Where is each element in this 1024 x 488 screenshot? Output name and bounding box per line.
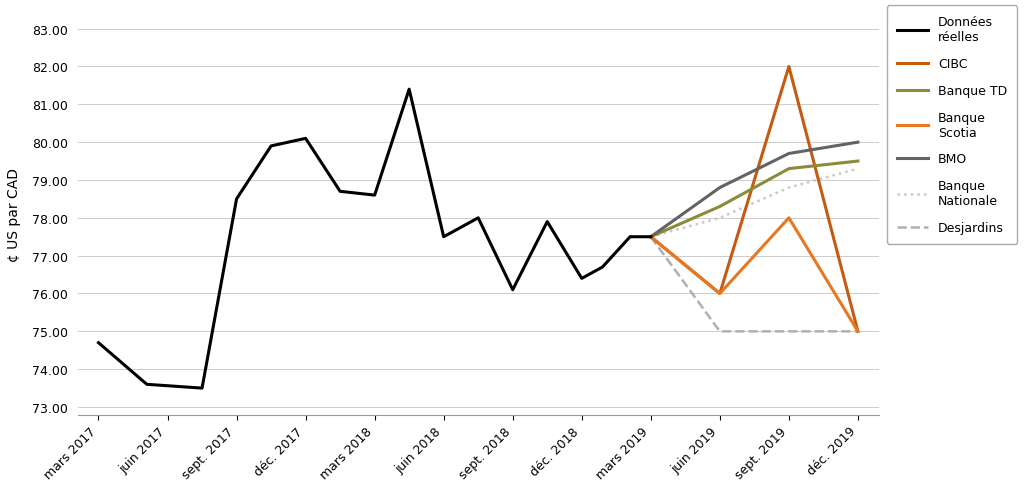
Banque TD (852, 159, 864, 164)
Line: Desjardins: Desjardins (651, 237, 858, 332)
CIBC (852, 329, 864, 335)
BMO (714, 185, 726, 191)
Banque
Nationale (782, 185, 795, 191)
Banque
Nationale (852, 166, 864, 172)
Legend: Données
réelles, CIBC, Banque TD, Banque
Scotia, BMO, Banque
Nationale, Desjardi: Données réelles, CIBC, Banque TD, Banque… (887, 6, 1017, 244)
Line: Banque TD: Banque TD (651, 162, 858, 237)
Line: Banque
Scotia: Banque Scotia (651, 218, 858, 332)
Desjardins (782, 329, 795, 335)
Données
réelles (575, 276, 588, 282)
Desjardins (714, 329, 726, 335)
Données
réelles (645, 234, 657, 240)
CIBC (714, 291, 726, 297)
CIBC (645, 234, 657, 240)
Données
réelles (334, 189, 346, 195)
Line: Banque
Nationale: Banque Nationale (651, 169, 858, 237)
Données
réelles (92, 340, 104, 346)
BMO (782, 151, 795, 157)
Données
réelles (507, 287, 519, 293)
Banque TD (714, 204, 726, 210)
Données
réelles (596, 264, 608, 270)
Données
réelles (541, 219, 553, 225)
Desjardins (852, 329, 864, 335)
Banque TD (782, 166, 795, 172)
Line: Données
réelles: Données réelles (98, 90, 651, 388)
Données
réelles (299, 136, 311, 142)
Banque
Scotia (714, 291, 726, 297)
Banque
Nationale (645, 234, 657, 240)
Données
réelles (140, 382, 153, 387)
Données
réelles (196, 386, 208, 391)
Desjardins (645, 234, 657, 240)
Banque
Scotia (782, 215, 795, 221)
Données
réelles (369, 193, 381, 199)
Banque
Nationale (714, 215, 726, 221)
Line: CIBC: CIBC (651, 67, 858, 332)
Y-axis label: ¢ US par CAD: ¢ US par CAD (7, 168, 20, 262)
BMO (852, 140, 864, 146)
Données
réelles (403, 87, 416, 93)
BMO (645, 234, 657, 240)
Banque
Scotia (645, 234, 657, 240)
Données
réelles (265, 143, 278, 149)
CIBC (782, 64, 795, 70)
Banque
Scotia (852, 329, 864, 335)
Données
réelles (472, 215, 484, 221)
CIBC (782, 64, 795, 70)
Données
réelles (437, 234, 450, 240)
Banque TD (645, 234, 657, 240)
Données
réelles (230, 197, 243, 203)
Données
réelles (624, 234, 636, 240)
Line: BMO: BMO (651, 143, 858, 237)
